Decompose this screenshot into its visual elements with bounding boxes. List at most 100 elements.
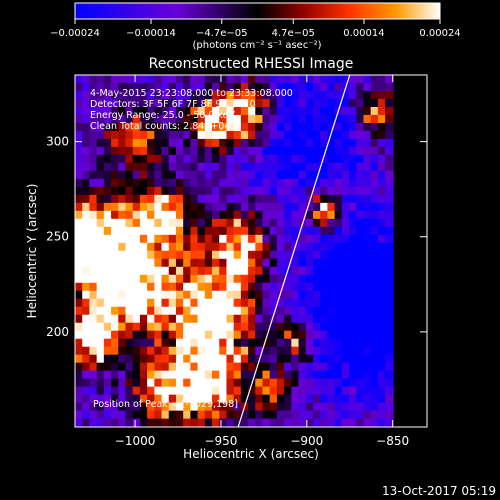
heatmap-cell [363,274,373,284]
heatmap-cell [161,362,171,372]
heatmap-cell [298,130,308,140]
heatmap-cell [248,330,257,340]
heatmap-cell [204,138,214,148]
heatmap-cell [385,75,394,84]
heatmap-cell [219,122,228,132]
heatmap-cell [312,354,322,364]
heatmap-cell [233,226,243,236]
heatmap-cell [168,346,178,356]
heatmap-cell [269,218,279,228]
heatmap-cell [132,226,142,236]
heatmap-cell [89,234,99,244]
heatmap-cell [269,82,279,92]
heatmap-cell [262,178,272,188]
heatmap-cell [96,194,106,204]
heatmap-cell [75,138,84,148]
heatmap-cell [139,170,149,180]
heatmap-cell [341,330,351,340]
heatmap-cell [75,282,84,292]
heatmap-cell [370,90,380,100]
heatmap-cell [291,98,300,108]
heatmap-cell [204,162,214,172]
heatmap-cell [197,234,207,244]
heatmap-cell [385,178,394,188]
heatmap-cell [370,274,380,284]
heatmap-cell [111,354,120,364]
heatmap-cell [255,346,264,356]
heatmap-cell [255,418,264,427]
heatmap-cell [262,154,272,164]
heatmap-cell [82,75,91,84]
heatmap-cell [349,234,358,244]
heatmap-cell [147,362,156,372]
heatmap-cell [356,75,365,84]
heatmap-cell [298,410,308,420]
heatmap-cell [233,154,243,164]
heatmap-cell [183,258,192,268]
heatmap-cell [161,154,171,164]
heatmap-cell [370,346,380,356]
heatmap-cell [298,394,308,404]
heatmap-cell [291,394,300,404]
heatmap-cell [269,226,279,236]
heatmap-cell [284,130,293,140]
heatmap-cell [320,106,329,116]
heatmap-cell [385,130,394,140]
heatmap-cell [89,202,99,212]
heatmap-cell [111,106,120,116]
heatmap-cell [154,114,163,124]
heatmap-cell [269,282,279,292]
heatmap-cell [248,298,257,308]
heatmap-cell [377,178,387,188]
colorbar-tick-label: −0.00014 [126,28,176,39]
heatmap-cell [226,82,236,92]
heatmap-cell [132,314,142,324]
heatmap-cell [370,170,380,180]
heatmap-cell [255,250,264,260]
heatmap-cell [125,210,135,220]
heatmap-cell [82,226,91,236]
heatmap-cell [139,306,149,316]
heatmap-cell [255,202,264,212]
heatmap-cell [111,138,120,148]
heatmap-cell [118,346,127,356]
heatmap-cell [349,242,358,252]
heatmap-cell [269,242,279,252]
heatmap-cell [226,330,236,340]
heatmap-cell [75,298,84,308]
heatmap-cell [262,146,272,156]
heatmap-cell [118,362,127,372]
heatmap-cell [175,210,185,220]
heatmap-cell [320,306,329,316]
heatmap-cell [197,394,207,404]
heatmap-cell [139,402,149,412]
heatmap-cell [82,90,91,100]
heatmap-cell [320,138,329,148]
heatmap-cell [240,162,250,172]
heatmap-cell [341,98,351,108]
heatmap-cell [226,250,236,260]
heatmap-cell [320,154,329,164]
heatmap-cell [377,75,387,84]
heatmap-cell [75,194,84,204]
heatmap-cell [82,378,91,388]
heatmap-cell [298,266,308,276]
heatmap-cell [269,250,279,260]
heatmap-cell [204,410,214,420]
heatmap-cell [82,298,91,308]
heatmap-cell [139,122,149,132]
heatmap-cell [161,146,171,156]
heatmap-cell [190,402,199,412]
heatmap-cell [305,250,315,260]
heatmap-cell [190,266,199,276]
heatmap-cell [276,82,286,92]
heatmap-cell [132,114,142,124]
heatmap-cell [212,154,221,164]
heatmap-cell [125,122,135,132]
heatmap-cell [161,394,171,404]
heatmap-cell [175,418,185,427]
heatmap-cell [370,258,380,268]
heatmap-cell [197,258,207,268]
heatmap-cell [255,274,264,284]
